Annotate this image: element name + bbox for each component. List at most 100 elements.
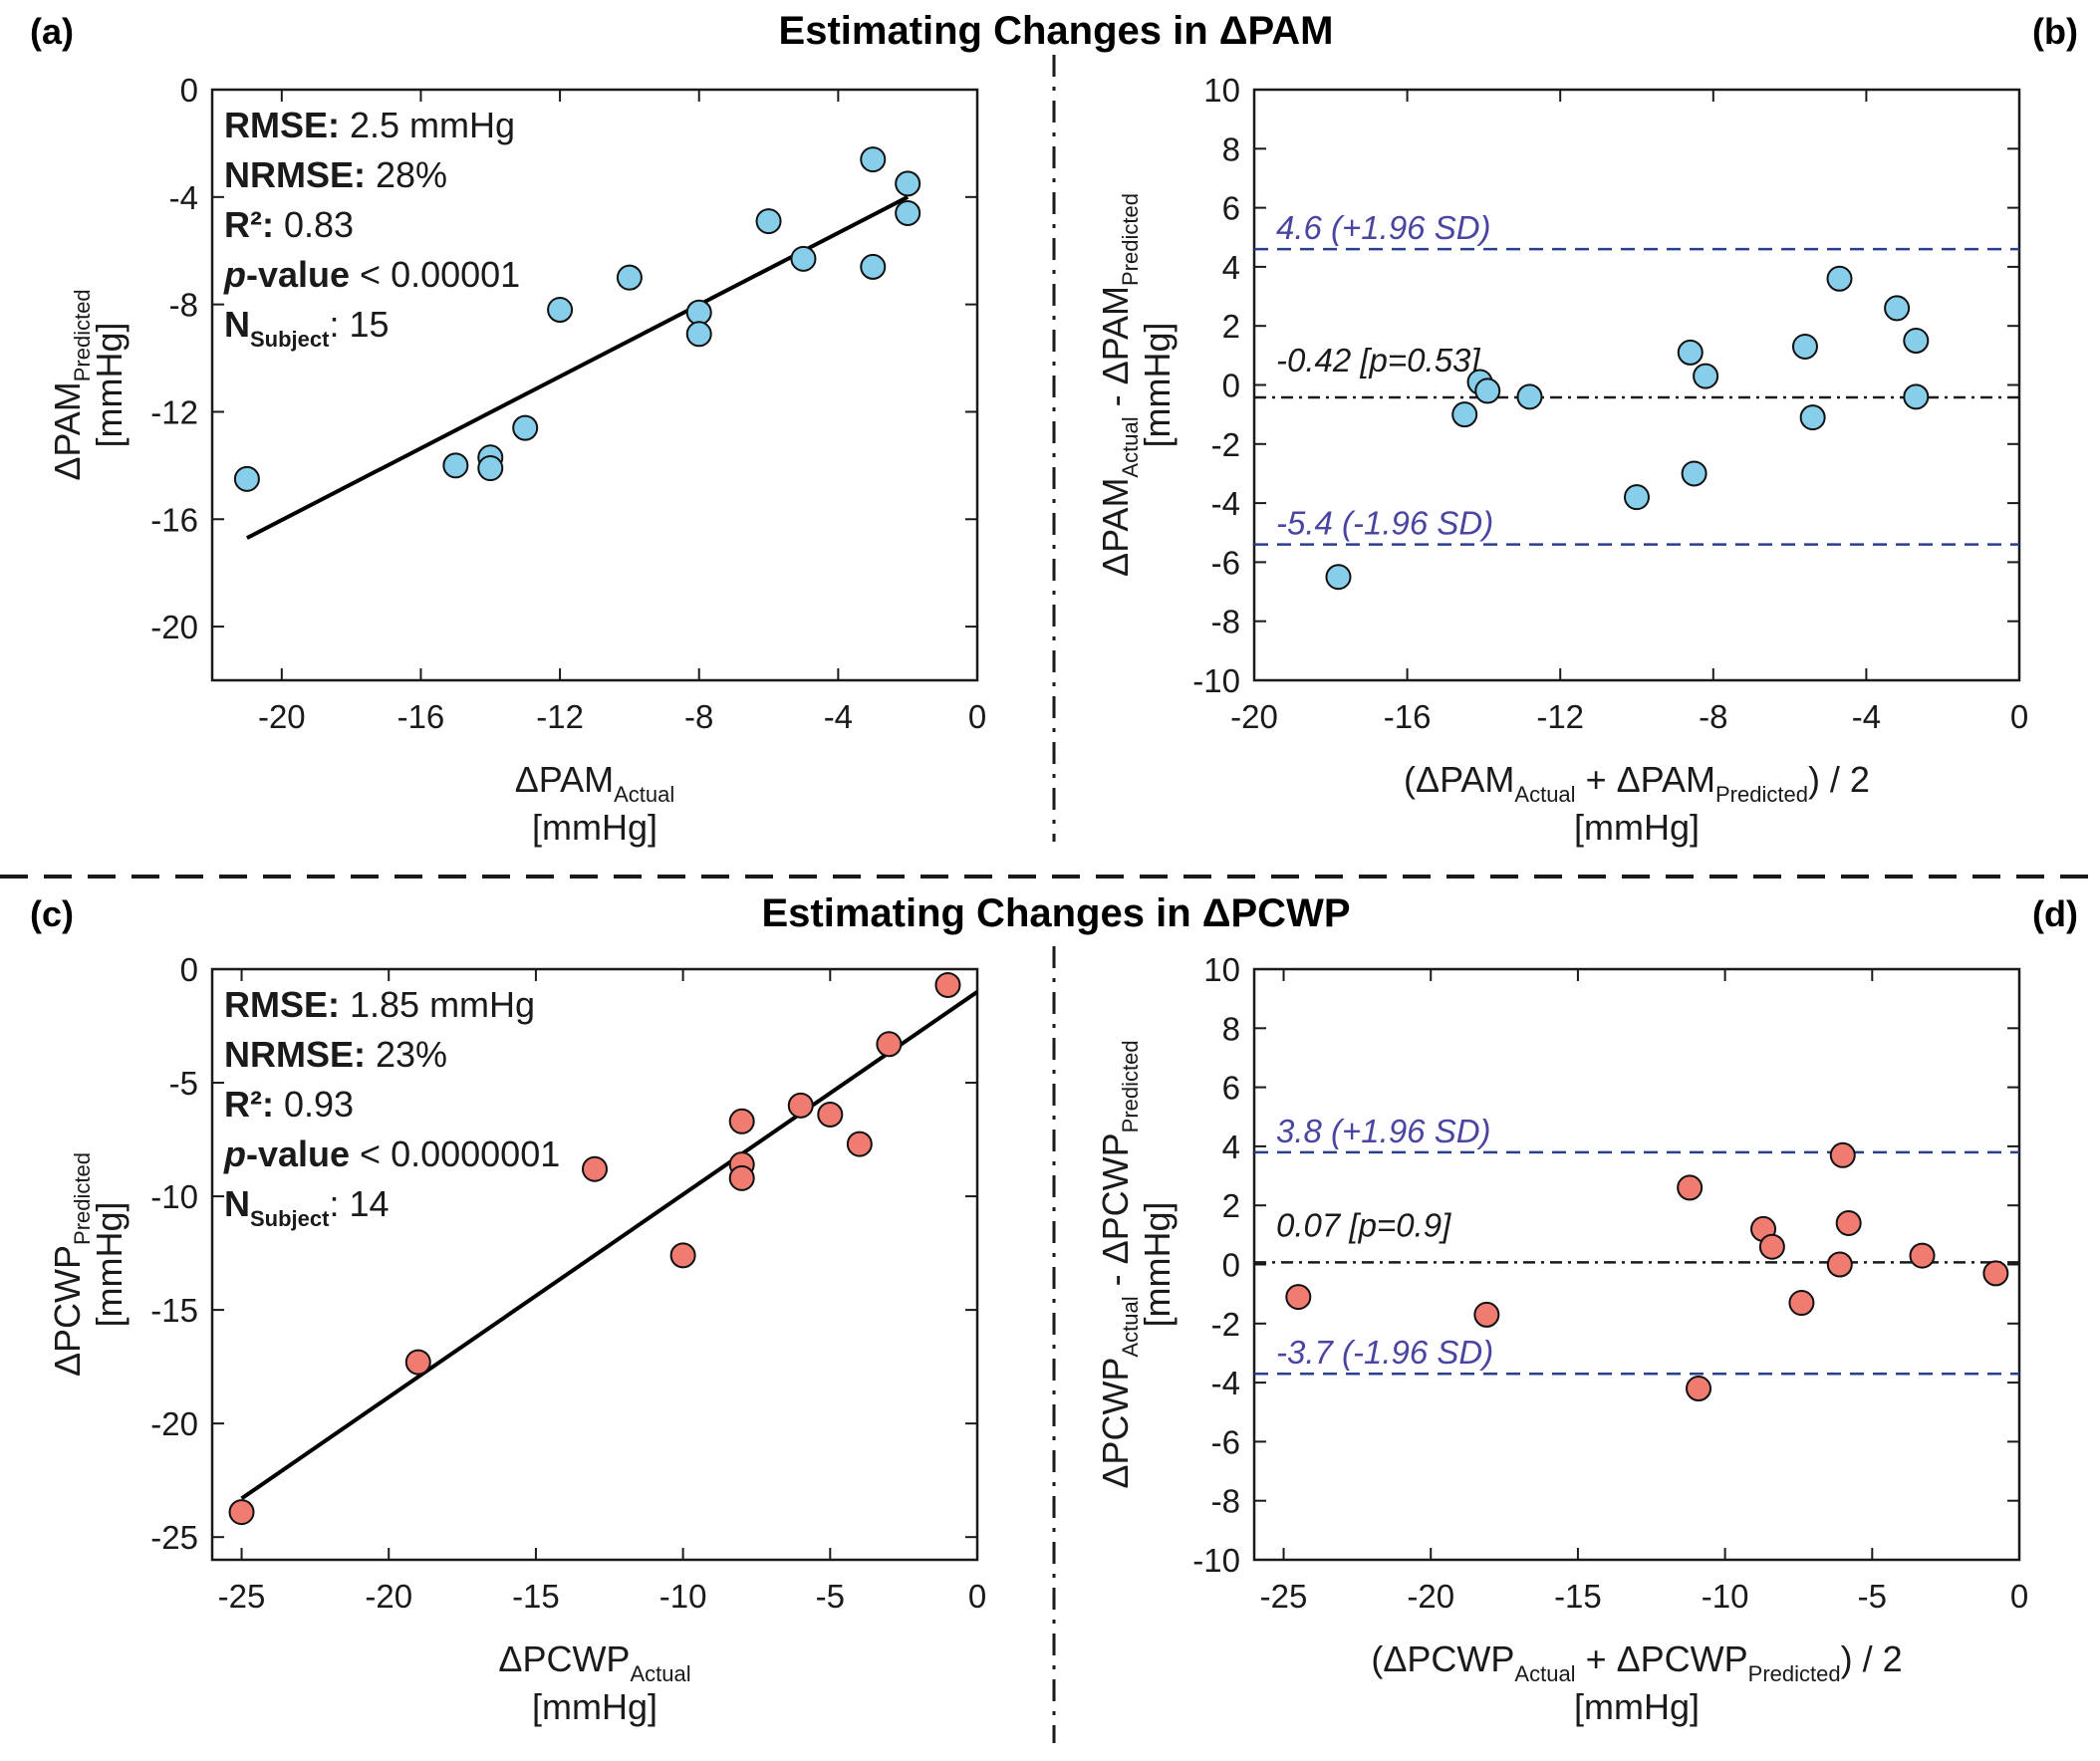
data-point	[512, 414, 539, 441]
stat-line: RMSE: 1.85 mmHg	[224, 984, 535, 1025]
y-tick-label: 10	[1203, 72, 1240, 109]
data-point	[728, 1164, 755, 1191]
x-tick-label: -15	[512, 1578, 560, 1615]
y-tick-label: 4	[1222, 1129, 1240, 1165]
data-point	[669, 1242, 696, 1269]
data-point	[233, 465, 260, 492]
x-axis-label: (ΔPCWPActual + ΔPCWPPredicted) / 2	[1371, 1638, 1902, 1686]
y-axis-label: ΔPAMActual - ΔPAMPredicted	[1095, 193, 1143, 577]
data-point	[787, 1092, 814, 1119]
y-tick-label: -2	[1211, 1306, 1240, 1343]
x-tick-label: -5	[1858, 1578, 1887, 1615]
panel-label-c: (c)	[30, 893, 74, 934]
data-point	[1325, 564, 1352, 591]
y-tick-label: -25	[150, 1519, 198, 1556]
x-axis-label: ΔPCWPActual	[498, 1638, 690, 1686]
stat-line: NSubject: 15	[224, 304, 390, 352]
data-point	[1903, 328, 1930, 355]
x-tick-label: -4	[1852, 698, 1881, 735]
data-point	[1677, 339, 1704, 366]
x-tick-label: -8	[1699, 698, 1727, 735]
panels: -20 -16 -12 -8 -4 00-4-8-12-16-20ΔPAMActual[m…	[47, 72, 2028, 1727]
panel-c: -25 -20 -15 -10 -5 0 0 -5 -10 -15 -20 -25 ΔPCWPActua…	[47, 951, 986, 1727]
x-tick-label: -20	[1407, 1578, 1454, 1615]
plot-frame	[210, 967, 979, 1562]
y-tick-label: -8	[169, 287, 198, 324]
y-axis-unit: [mmHg]	[89, 1202, 130, 1328]
data-point	[1835, 1209, 1862, 1236]
data-point	[1474, 377, 1501, 404]
data-point	[1826, 265, 1853, 292]
y-tick-label: -10	[150, 1178, 198, 1215]
x-tick-label: -20	[1230, 698, 1278, 735]
x-tick-label: -15	[1554, 1578, 1602, 1615]
y-tick-label: -5	[169, 1065, 198, 1102]
top-section-title: Estimating Changes in ΔPAM	[779, 9, 1334, 53]
y-tick-label: -4	[169, 179, 198, 216]
y-tick-label: 4	[1222, 249, 1240, 286]
x-tick-label: 0	[968, 698, 986, 735]
data-point	[1791, 333, 1818, 360]
data-point	[1451, 401, 1478, 428]
y-tick-label: -4	[1211, 485, 1240, 522]
x-tick-label: -20	[258, 698, 306, 735]
y-axis-label: ΔPAMPredicted	[47, 289, 95, 480]
data-point	[1681, 460, 1707, 487]
y-tick-label: 6	[1222, 1070, 1240, 1107]
y-axis-unit: [mmHg]	[89, 323, 130, 448]
data-point	[1516, 383, 1543, 410]
data-point	[1758, 1233, 1785, 1260]
data-point	[404, 1349, 431, 1376]
data-point	[876, 1031, 903, 1058]
y-tick-label: -2	[1211, 426, 1240, 463]
stat-line: NRMSE: 28%	[224, 154, 447, 195]
data-point	[755, 208, 782, 235]
x-axis-unit: [mmHg]	[532, 807, 657, 848]
data-point	[1826, 1251, 1853, 1278]
data-point	[860, 253, 887, 280]
data-point	[817, 1101, 844, 1128]
lower-limit-label: -3.7 (-1.96 SD)	[1276, 1334, 1493, 1371]
plot-frame	[1252, 88, 2021, 682]
y-axis-unit: [mmHg]	[1137, 323, 1178, 448]
data-point	[1884, 295, 1911, 322]
stat-line: NSubject: 14	[224, 1183, 390, 1231]
stat-line: RMSE: 2.5 mmHg	[224, 105, 515, 145]
mean-bias-label: 0.07 [p=0.9]	[1276, 1206, 1451, 1243]
data-point	[1677, 1174, 1704, 1201]
y-tick-label: 6	[1222, 190, 1240, 227]
x-tick-label: -20	[365, 1578, 412, 1615]
bottom-section-title: Estimating Changes in ΔPCWP	[761, 891, 1350, 935]
y-tick-label: 2	[1222, 308, 1240, 345]
y-tick-label: 0	[1222, 368, 1240, 404]
data-point	[1903, 383, 1930, 410]
data-point	[1799, 404, 1826, 431]
panel-b: -20 -16 -12 -8 -4 0 10 8 6 4 2 0 -2 -4 -6 -8 -10 (ΔPAMAct…	[1095, 72, 2028, 848]
y-tick-label: -6	[1211, 1423, 1240, 1460]
stat-line: R²: 0.93	[224, 1084, 354, 1125]
y-tick-label: -15	[150, 1292, 198, 1329]
y-tick-label: -10	[1192, 1542, 1240, 1579]
plot-frame	[210, 88, 979, 682]
x-tick-label: -12	[536, 698, 584, 735]
y-tick-label: 0	[180, 72, 198, 109]
data-point	[1285, 1284, 1312, 1311]
y-tick-label: 0	[1222, 1247, 1240, 1284]
x-axis-label: ΔPAMActual	[515, 759, 675, 807]
data-point	[1693, 363, 1719, 389]
x-tick-label: -16	[1384, 698, 1432, 735]
y-tick-label: -10	[1192, 662, 1240, 699]
x-tick-label: -10	[1702, 1578, 1749, 1615]
data-point	[685, 321, 712, 348]
data-point	[582, 1155, 608, 1182]
y-tick-label: 8	[1222, 130, 1240, 167]
panel-d: -25 -20 -15 -10 -5 0 10 8 6 4 2 0 -2 -4 -6 -8 -10 (ΔPCWPA…	[1095, 951, 2028, 1727]
data-point	[685, 299, 712, 326]
data-point	[790, 245, 817, 272]
x-tick-label: -10	[659, 1578, 707, 1615]
data-point	[895, 170, 921, 197]
y-tick-label: -20	[150, 1405, 198, 1442]
data-point	[1829, 1141, 1856, 1168]
data-point	[477, 455, 504, 482]
